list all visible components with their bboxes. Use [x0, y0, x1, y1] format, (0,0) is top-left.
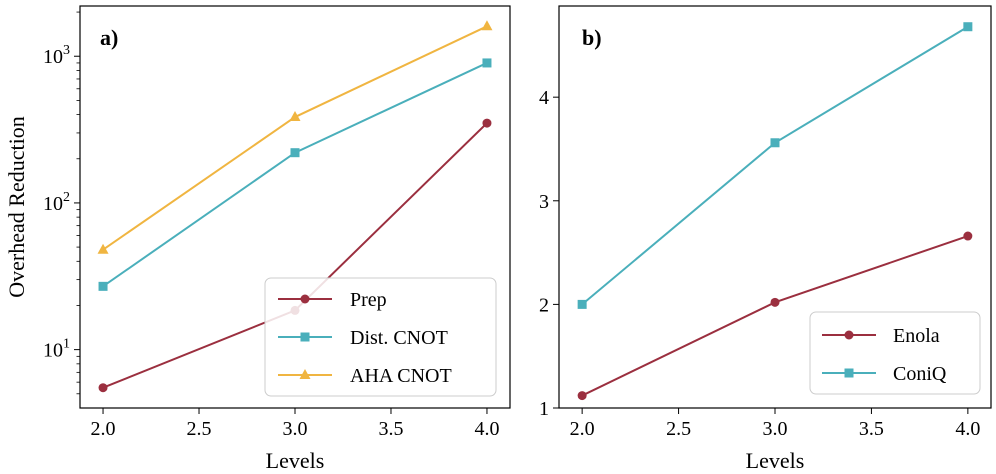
legend-marker-enola — [844, 330, 854, 340]
data-point-coniq — [770, 138, 780, 148]
data-point-coniq — [577, 299, 587, 309]
y-tick-label: 2 — [539, 294, 549, 316]
x-tick-label: 4.0 — [474, 418, 499, 440]
panel-b-x-ticks: 2.0 2.5 3.0 3.5 4.0 — [570, 408, 980, 440]
y-tick-label: 4 — [539, 87, 549, 109]
x-tick-label: 3.5 — [859, 418, 884, 440]
x-tick-label: 3.0 — [763, 418, 788, 440]
panel-a-x-ticks: 2.0 2.5 3.0 3.5 4.0 — [91, 408, 499, 440]
legend-marker-aha-cnot — [299, 369, 311, 379]
y-tick-label: 103 — [43, 43, 70, 68]
panel-b: b) 2.0 2.5 3.0 3.5 4.0 1 2 3 4 Levels Enola Coni… — [539, 5, 992, 473]
legend-label-coniq: ConiQ — [893, 363, 947, 385]
y-tick-base: 10 — [43, 340, 63, 362]
data-point-enola — [963, 231, 973, 241]
data-point-enola — [770, 297, 780, 307]
data-point-aha-cnot — [289, 111, 301, 122]
panel-a-series — [97, 20, 493, 393]
series-line-aha-cnot — [102, 25, 488, 251]
x-tick-label: 2.0 — [570, 418, 595, 440]
legend-label-enola: Enola — [893, 325, 940, 347]
x-tick-label: 2.0 — [91, 418, 116, 440]
legend-label-dist-cnot: Dist. CNOT — [350, 327, 448, 349]
panel-b-tag: b) — [582, 25, 602, 50]
series-line-dist-cnot — [102, 62, 488, 288]
legend-marker-prep — [300, 294, 310, 304]
data-point-dist-cnot — [98, 281, 108, 291]
legend-marker-coniq — [844, 368, 854, 378]
y-tick-label: 1 — [539, 398, 549, 420]
panel-b-x-label: Levels — [746, 448, 805, 473]
data-point-aha-cnot — [481, 20, 493, 31]
x-tick-label: 2.5 — [187, 418, 212, 440]
panel-a-y-label: Overhead Reduction — [4, 116, 29, 297]
legend-label-prep: Prep — [350, 289, 387, 311]
data-point-prep — [98, 383, 108, 393]
panel-b-series — [577, 22, 973, 401]
panel-a-legend-box — [264, 277, 497, 397]
panel-a-tag: a) — [100, 25, 118, 50]
legend-marker-dist-cnot — [300, 332, 310, 342]
data-point-dist-cnot — [482, 58, 492, 68]
y-tick-exponent: 1 — [63, 337, 70, 352]
x-tick-label: 3.0 — [283, 418, 308, 440]
data-point-prep — [482, 118, 492, 128]
data-point-dist-cnot — [290, 148, 300, 158]
series-line-coniq — [581, 25, 969, 306]
y-tick-label: 101 — [43, 337, 70, 362]
x-tick-label: 4.0 — [955, 418, 980, 440]
y-tick-exponent: 2 — [63, 190, 70, 205]
panel-b-legend: Enola ConiQ — [809, 311, 981, 395]
y-tick-base: 10 — [43, 46, 63, 68]
y-tick-label: 102 — [43, 190, 70, 215]
y-tick-base: 10 — [43, 193, 63, 215]
panel-a-x-label: Levels — [266, 448, 325, 473]
x-tick-label: 3.5 — [378, 418, 403, 440]
legend-label-aha-cnot: AHA CNOT — [350, 365, 452, 387]
data-point-aha-cnot — [97, 243, 109, 254]
x-tick-label: 2.5 — [666, 418, 691, 440]
y-tick-label: 3 — [539, 191, 549, 213]
data-point-enola — [577, 391, 587, 401]
panel-a-legend: Prep Dist. CNOT AHA CNOT — [264, 277, 497, 397]
panel-b-y-ticks: 1 2 3 4 — [539, 87, 559, 420]
data-point-coniq — [963, 22, 973, 32]
y-tick-exponent: 3 — [63, 43, 70, 58]
